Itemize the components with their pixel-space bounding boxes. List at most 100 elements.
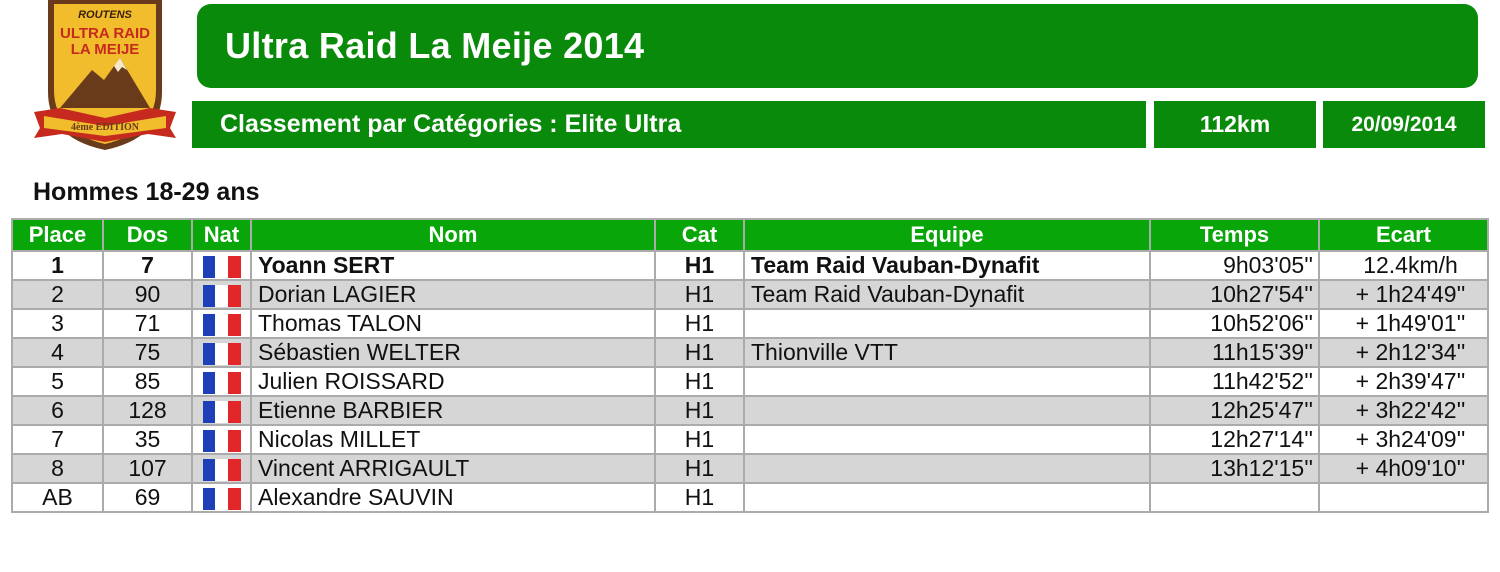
- table-header-row: Place Dos Nat Nom Cat Equipe Temps Ecart: [11, 218, 1489, 252]
- cell-place: 1: [11, 250, 104, 281]
- france-flag-icon: [202, 458, 241, 481]
- cell-cat: H1: [654, 250, 745, 281]
- france-flag-icon: [202, 487, 241, 510]
- logo-brand: ROUTENS: [78, 9, 132, 21]
- cell-nat: [191, 424, 252, 455]
- cell-nom: Julien ROISSARD: [250, 366, 656, 397]
- cell-nom: Alexandre SAUVIN: [250, 482, 656, 513]
- cell-nat: [191, 453, 252, 484]
- cell-nat: [191, 395, 252, 426]
- col-header-ecart: Ecart: [1318, 218, 1489, 252]
- table-row: 8 107 Vincent ARRIGAULT H1 13h12'15'' + 4h09'…: [11, 453, 1489, 484]
- cell-cat: H1: [654, 395, 745, 426]
- category-label: Classement par Catégories : Elite Ultra: [192, 101, 1146, 148]
- cell-place: 7: [11, 424, 104, 455]
- cell-nat: [191, 366, 252, 397]
- cell-nat: [191, 482, 252, 513]
- cell-place: 6: [11, 395, 104, 426]
- cell-nom: Sébastien WELTER: [250, 337, 656, 368]
- cell-dos: 75: [102, 337, 193, 368]
- france-flag-icon: [202, 342, 241, 365]
- cell-equipe: [743, 308, 1151, 339]
- col-header-equipe: Equipe: [743, 218, 1151, 252]
- cell-cat: H1: [654, 424, 745, 455]
- cell-nom: Etienne BARBIER: [250, 395, 656, 426]
- cell-ecart: + 1h24'49'': [1318, 279, 1489, 310]
- cell-dos: 71: [102, 308, 193, 339]
- cell-equipe: Thionville VTT: [743, 337, 1151, 368]
- cell-place: 5: [11, 366, 104, 397]
- date-label: 20/09/2014: [1323, 101, 1485, 148]
- table-row: 5 85 Julien ROISSARD H1 11h42'52'' + 2h39'47'…: [11, 366, 1489, 397]
- cell-equipe: Team Raid Vauban-Dynafit: [743, 250, 1151, 281]
- col-header-temps: Temps: [1149, 218, 1320, 252]
- cell-equipe: [743, 366, 1151, 397]
- cell-temps: 11h42'52'': [1149, 366, 1320, 397]
- col-header-nom: Nom: [250, 218, 656, 252]
- cell-place: 4: [11, 337, 104, 368]
- cell-nom: Yoann SERT: [250, 250, 656, 281]
- table-row: 2 90 Dorian LAGIER H1 Team Raid Vauban-Dynaf…: [11, 279, 1489, 310]
- cell-place: 3: [11, 308, 104, 339]
- logo-line2: LA MEIJE: [71, 41, 140, 58]
- logo-edition: 4ème EDITION: [71, 122, 140, 133]
- france-flag-icon: [202, 284, 241, 307]
- france-flag-icon: [202, 371, 241, 394]
- cell-ecart: + 1h49'01'': [1318, 308, 1489, 339]
- logo-line1: ULTRA RAID: [60, 25, 150, 42]
- cell-cat: H1: [654, 366, 745, 397]
- cell-nom: Dorian LAGIER: [250, 279, 656, 310]
- cell-dos: 7: [102, 250, 193, 281]
- cell-place: 2: [11, 279, 104, 310]
- col-header-cat: Cat: [654, 218, 745, 252]
- table-row: 6 128 Etienne BARBIER H1 12h25'47'' + 3h22'42…: [11, 395, 1489, 426]
- distance-label: 112km: [1154, 101, 1316, 148]
- cell-temps: 12h25'47'': [1149, 395, 1320, 426]
- cell-temps: 10h27'54'': [1149, 279, 1320, 310]
- cell-place: 8: [11, 453, 104, 484]
- cell-ecart: + 2h12'34'': [1318, 337, 1489, 368]
- table-row: 7 35 Nicolas MILLET H1 12h27'14'' + 3h24'09'': [11, 424, 1489, 455]
- results-table: Place Dos Nat Nom Cat Equipe Temps Ecart…: [11, 218, 1489, 513]
- cell-equipe: [743, 395, 1151, 426]
- col-header-dos: Dos: [102, 218, 193, 252]
- page-title: Ultra Raid La Meije 2014: [197, 4, 1478, 88]
- cell-temps: 12h27'14'': [1149, 424, 1320, 455]
- cell-nom: Vincent ARRIGAULT: [250, 453, 656, 484]
- cell-ecart: + 2h39'47'': [1318, 366, 1489, 397]
- cell-temps: 9h03'05'': [1149, 250, 1320, 281]
- cell-nom: Thomas TALON: [250, 308, 656, 339]
- col-header-nat: Nat: [191, 218, 252, 252]
- cell-dos: 107: [102, 453, 193, 484]
- cell-place: AB: [11, 482, 104, 513]
- cell-cat: H1: [654, 453, 745, 484]
- cell-temps: [1149, 482, 1320, 513]
- cell-dos: 35: [102, 424, 193, 455]
- cell-equipe: [743, 424, 1151, 455]
- cell-nat: [191, 337, 252, 368]
- cell-equipe: Team Raid Vauban-Dynafit: [743, 279, 1151, 310]
- france-flag-icon: [202, 255, 241, 278]
- table-row: AB 69 Alexandre SAUVIN H1: [11, 482, 1489, 513]
- race-logo: ROUTENS ULTRA RAID LA MEIJE 4ème EDITION: [34, 0, 176, 150]
- cell-nat: [191, 250, 252, 281]
- cell-ecart: [1318, 482, 1489, 513]
- cell-nat: [191, 308, 252, 339]
- cell-dos: 90: [102, 279, 193, 310]
- cell-cat: H1: [654, 279, 745, 310]
- france-flag-icon: [202, 429, 241, 452]
- cell-ecart: + 3h24'09'': [1318, 424, 1489, 455]
- cell-ecart: + 4h09'10'': [1318, 453, 1489, 484]
- cell-temps: 13h12'15'': [1149, 453, 1320, 484]
- cell-equipe: [743, 482, 1151, 513]
- table-row: 3 71 Thomas TALON H1 10h52'06'' + 1h49'01'': [11, 308, 1489, 339]
- cell-nat: [191, 279, 252, 310]
- cell-temps: 11h15'39'': [1149, 337, 1320, 368]
- cell-ecart: + 3h22'42'': [1318, 395, 1489, 426]
- cell-cat: H1: [654, 337, 745, 368]
- france-flag-icon: [202, 313, 241, 336]
- cell-equipe: [743, 453, 1151, 484]
- cell-ecart: 12.4km/h: [1318, 250, 1489, 281]
- cell-temps: 10h52'06'': [1149, 308, 1320, 339]
- section-title: Hommes 18-29 ans: [33, 178, 260, 206]
